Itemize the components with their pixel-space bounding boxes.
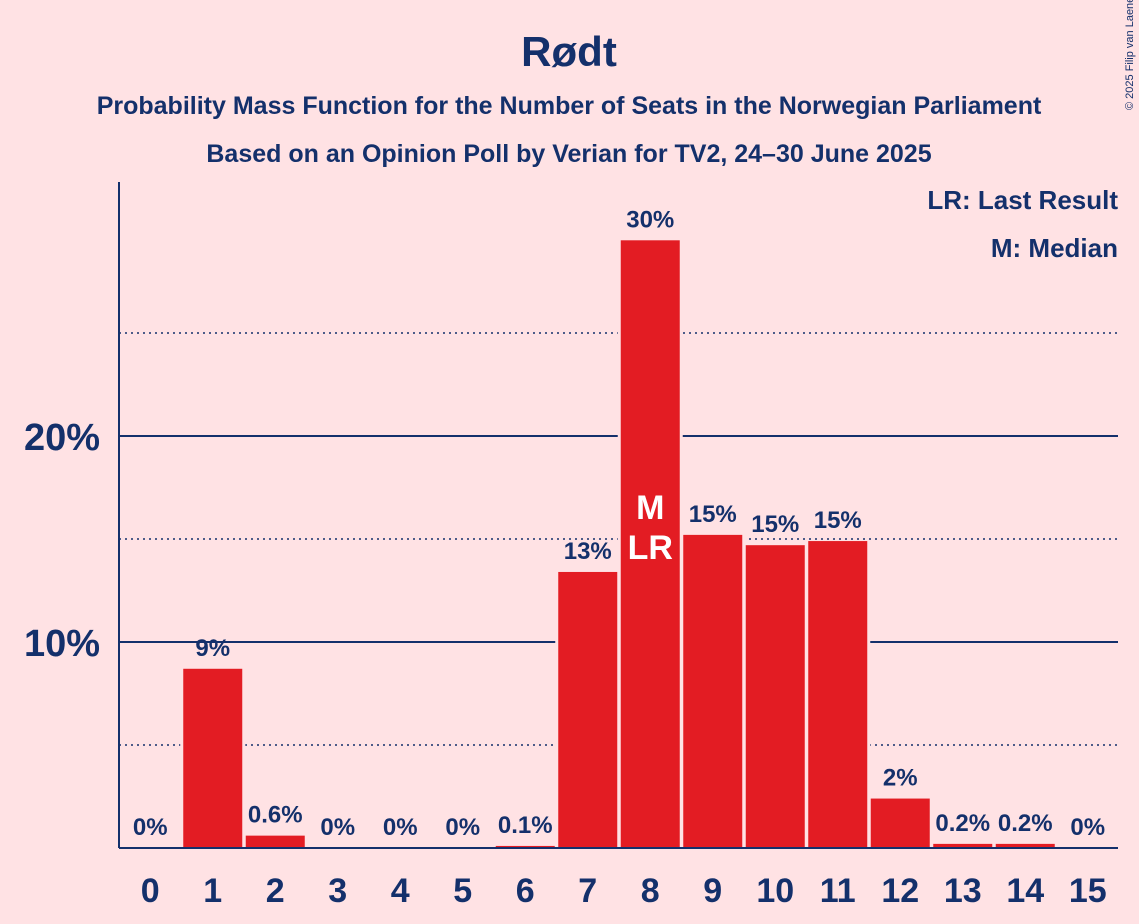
x-tick-label: 4 (391, 872, 410, 910)
x-tick-label: 7 (578, 872, 597, 910)
bar (745, 545, 805, 848)
bar-value-label: 0.6% (248, 802, 303, 829)
bar-value-label: 15% (814, 507, 862, 534)
last-result-marker: LR (628, 529, 673, 567)
bar (620, 240, 680, 849)
x-tick-label: 14 (1006, 872, 1044, 910)
bar (808, 541, 868, 848)
bar (683, 534, 743, 848)
chart-title: Rødt (521, 28, 617, 75)
bar (245, 835, 305, 848)
x-tick-label: 0 (141, 872, 160, 910)
bar-value-label: 15% (689, 501, 737, 528)
bar (558, 571, 618, 848)
legend-last-result: LR: Last Result (927, 185, 1118, 215)
chart-subtitle-2: Based on an Opinion Poll by Verian for T… (206, 140, 931, 168)
bar-value-label: 2% (883, 765, 918, 792)
x-tick-label: 2 (266, 872, 285, 910)
bar-value-label: 15% (751, 511, 799, 538)
bar-value-label: 0.2% (998, 810, 1053, 837)
x-tick-label: 5 (453, 872, 472, 910)
bar-value-label: 0% (133, 814, 168, 841)
bar (495, 845, 555, 848)
bar-value-label: 0% (320, 814, 355, 841)
bar-value-label: 0.1% (498, 812, 553, 839)
x-tick-label: 1 (203, 872, 222, 910)
bar (870, 798, 930, 848)
bar-value-label: 9% (195, 635, 230, 662)
x-tick-label: 11 (820, 872, 856, 910)
x-tick-label: 12 (881, 872, 919, 910)
bar (995, 843, 1055, 848)
x-tick-label: 8 (641, 872, 660, 910)
x-tick-label: 3 (328, 872, 347, 910)
chart-subtitle: Probability Mass Function for the Number… (97, 92, 1042, 120)
x-tick-label: 6 (516, 872, 535, 910)
axes: 10%20%0 1 2 3 4 5 6 7 8 9 10 11 12 13 14 15 (24, 182, 1118, 910)
bar-value-label: 0% (383, 814, 418, 841)
bar-value-label: 0% (1070, 814, 1105, 841)
bar-value-label: 0.2% (935, 810, 990, 837)
y-tick-label: 10% (24, 623, 100, 665)
x-tick-label: 15 (1069, 872, 1107, 910)
legend-median: M: Median (991, 233, 1118, 263)
bar (933, 843, 993, 848)
x-tick-label: 10 (756, 872, 794, 910)
bar-value-label: 30% (626, 206, 674, 233)
bar (183, 668, 243, 848)
x-tick-label: 13 (944, 872, 982, 910)
median-marker: M (636, 489, 664, 527)
x-tick-label: 9 (703, 872, 722, 910)
labels: 0% 9% 0.6% 0% 0% 0% 0.1% 13% 30% 15% 15% 15% 2% 0.2% 0… (133, 206, 1105, 841)
bar-value-label: 13% (564, 538, 612, 565)
bar-value-label: 0% (445, 814, 480, 841)
bars (180, 240, 1058, 849)
copyright-note: © 2025 Filip van Laenen (1124, 0, 1136, 110)
y-tick-label: 20% (24, 417, 100, 459)
